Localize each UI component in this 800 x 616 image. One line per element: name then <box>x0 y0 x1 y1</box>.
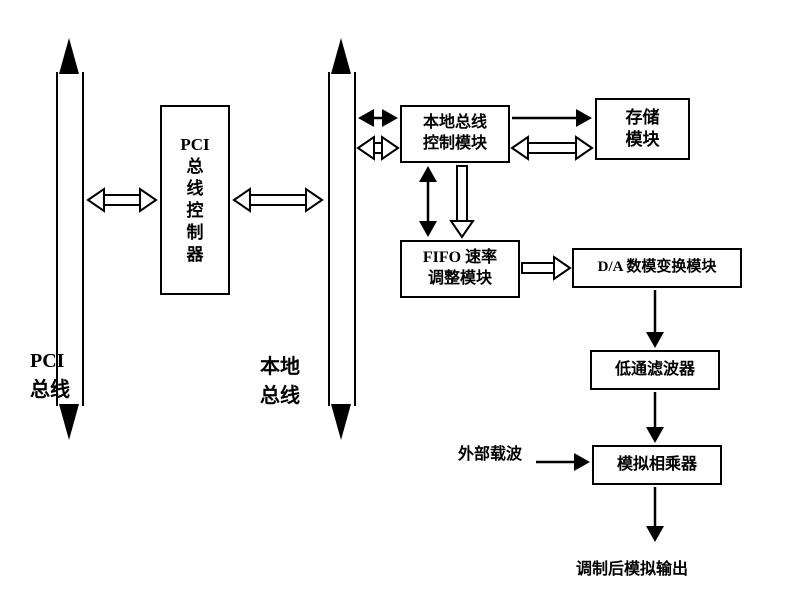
diagram-stage: PCI总线本地总线PCI总线控制器本地总线 控制模块存储 模块FIFO 速率 调… <box>0 0 800 616</box>
arrows-layer <box>0 0 800 616</box>
